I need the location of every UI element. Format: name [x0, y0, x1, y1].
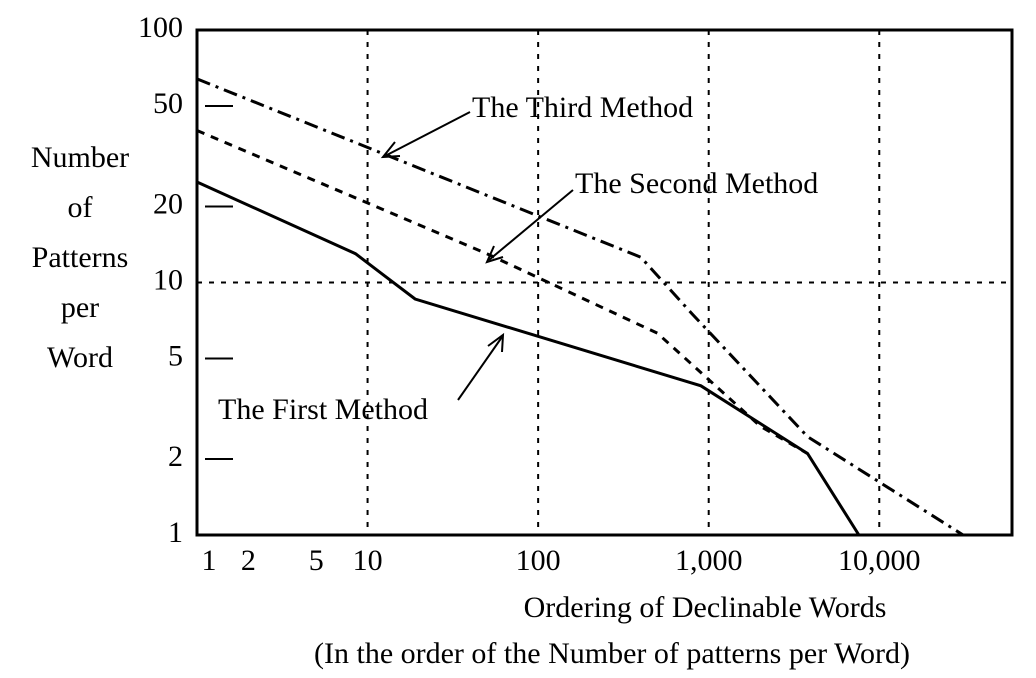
y-tick-label: 2 [168, 440, 183, 473]
y-axis-label: Patterns [32, 241, 129, 274]
x-tick-label: 10 [353, 544, 383, 577]
x-tick-label: 2 [241, 544, 256, 577]
series-annotation: The Second Method [575, 167, 818, 200]
series-annotation: The First Method [218, 393, 428, 426]
y-tick-label: 50 [153, 87, 183, 120]
annotation-arrow [488, 189, 574, 261]
y-axis-label: of [68, 191, 93, 224]
x-axis-label: (In the order of the Number of patterns … [314, 637, 910, 670]
y-axis-label: per [61, 291, 99, 324]
series-annotation: The Third Method [472, 91, 693, 124]
y-tick-label: 20 [153, 187, 183, 220]
arrow-head [487, 332, 505, 353]
y-axis-label: Word [47, 341, 113, 374]
y-tick-label: 1 [168, 516, 183, 549]
x-axis-label: Ordering of Declinable Words [524, 591, 887, 624]
x-tick-label: 10,000 [838, 544, 921, 577]
arrow-head [380, 141, 401, 159]
annotation-arrow [457, 336, 503, 401]
y-tick-label: 10 [153, 263, 183, 296]
series-line [196, 180, 861, 536]
x-tick-label: 1 [202, 544, 217, 577]
annotation-arrow [384, 111, 471, 157]
arrow-head [485, 245, 504, 264]
y-tick-label: 5 [168, 339, 183, 372]
x-tick-label: 5 [309, 544, 324, 577]
y-axis-label: Number [31, 141, 129, 174]
x-tick-label: 1,000 [675, 544, 743, 577]
x-tick-label: 100 [516, 544, 561, 577]
y-tick-label: 100 [138, 11, 183, 44]
series-line [196, 77, 964, 537]
